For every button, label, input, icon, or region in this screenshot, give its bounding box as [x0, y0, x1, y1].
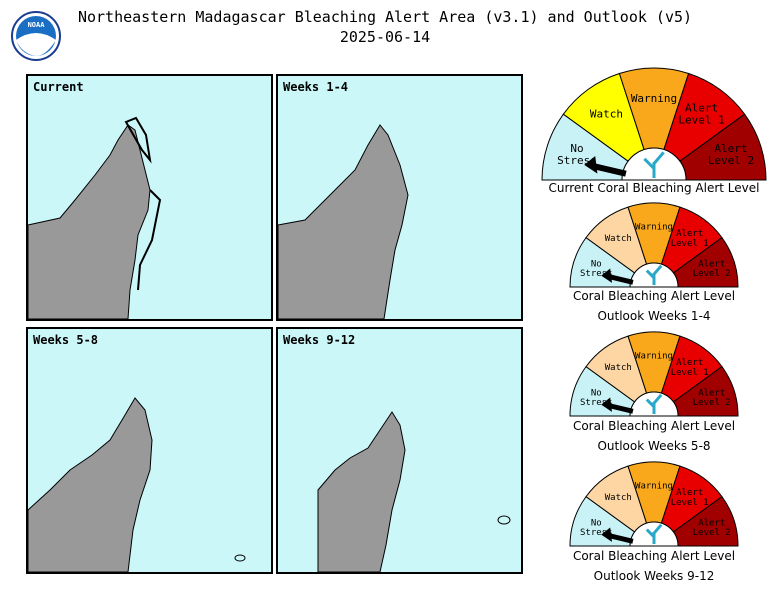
noaa-logo: NOAA — [11, 11, 61, 61]
coral-icon — [645, 393, 663, 414]
needle — [608, 403, 634, 414]
gauge-label: Level 1 — [678, 114, 724, 127]
gauge-label: Level 1 — [671, 239, 709, 249]
needle-head — [584, 156, 598, 174]
gauge-label: No — [591, 388, 602, 398]
gauge-label: Stress — [580, 528, 613, 538]
gauge-label: Alert — [676, 358, 703, 368]
needle-head — [601, 268, 612, 283]
gauge-label: No — [591, 518, 602, 528]
gauge-caption: Coral Bleaching Alert Level — [573, 289, 735, 303]
coral-icon — [643, 151, 665, 178]
gauge-label: Alert — [698, 388, 725, 398]
gauge-caption: Coral Bleaching Alert Level — [573, 419, 735, 433]
svg-text:NOAA: NOAA — [28, 21, 46, 29]
date: 2025-06-14 — [340, 28, 430, 46]
panel-label: Weeks 5-8 — [33, 333, 98, 347]
panel-label: Current — [33, 80, 84, 94]
gauge-label: Level 2 — [693, 398, 731, 408]
gauge-label: Stress — [580, 269, 613, 279]
panel-label: Weeks 9-12 — [283, 333, 355, 347]
gauge-label: Alert — [676, 488, 703, 498]
gauge-label: Level 2 — [708, 154, 754, 167]
gauge-label: Watch — [605, 234, 632, 244]
gauge-label: Alert — [698, 259, 725, 269]
gauge-label: Level 2 — [693, 528, 731, 538]
gauge-label: Warning — [635, 481, 673, 491]
needle — [608, 274, 634, 285]
gauge-label: Warning — [631, 92, 677, 105]
title: Northeastern Madagascar Bleaching Alert … — [78, 8, 692, 26]
needle — [608, 533, 634, 544]
land — [27, 116, 511, 573]
gauge-label: Stress — [580, 398, 613, 408]
gauge-label: Alert — [676, 229, 703, 239]
panel-label: Weeks 1-4 — [283, 80, 348, 94]
gauge-label: Alert — [714, 142, 747, 155]
gauge-caption: Current Coral Bleaching Alert Level — [549, 181, 760, 195]
gauge-label: Alert — [698, 518, 725, 528]
gauge-label: Watch — [605, 363, 632, 373]
gauge-caption: Coral Bleaching Alert Level — [573, 549, 735, 563]
gauge-caption: Outlook Weeks 1-4 — [597, 309, 710, 323]
gauge-label: No — [591, 259, 602, 269]
gauge-label: Level 1 — [671, 368, 709, 378]
gauge-label: Level 2 — [693, 269, 731, 279]
needle-head — [601, 527, 612, 542]
gauge-caption: Outlook Weeks 9-12 — [594, 569, 715, 583]
gauge-label: Alert — [685, 101, 718, 114]
gauge-label: Watch — [605, 493, 632, 503]
gauge-label: Level 1 — [671, 498, 709, 508]
gauge-label: No — [570, 142, 583, 155]
gauge-label: Warning — [635, 222, 673, 232]
needle-head — [601, 397, 612, 412]
gauge-caption: Outlook Weeks 5-8 — [597, 439, 710, 453]
gauge-label: Watch — [590, 108, 623, 121]
coral-icon — [645, 523, 663, 544]
coral-icon — [645, 264, 663, 285]
map-labels: Current Weeks 1-4 Weeks 5-8 Weeks 9-12 — [33, 80, 355, 347]
needle — [591, 162, 627, 177]
gauge-label: Warning — [635, 351, 673, 361]
